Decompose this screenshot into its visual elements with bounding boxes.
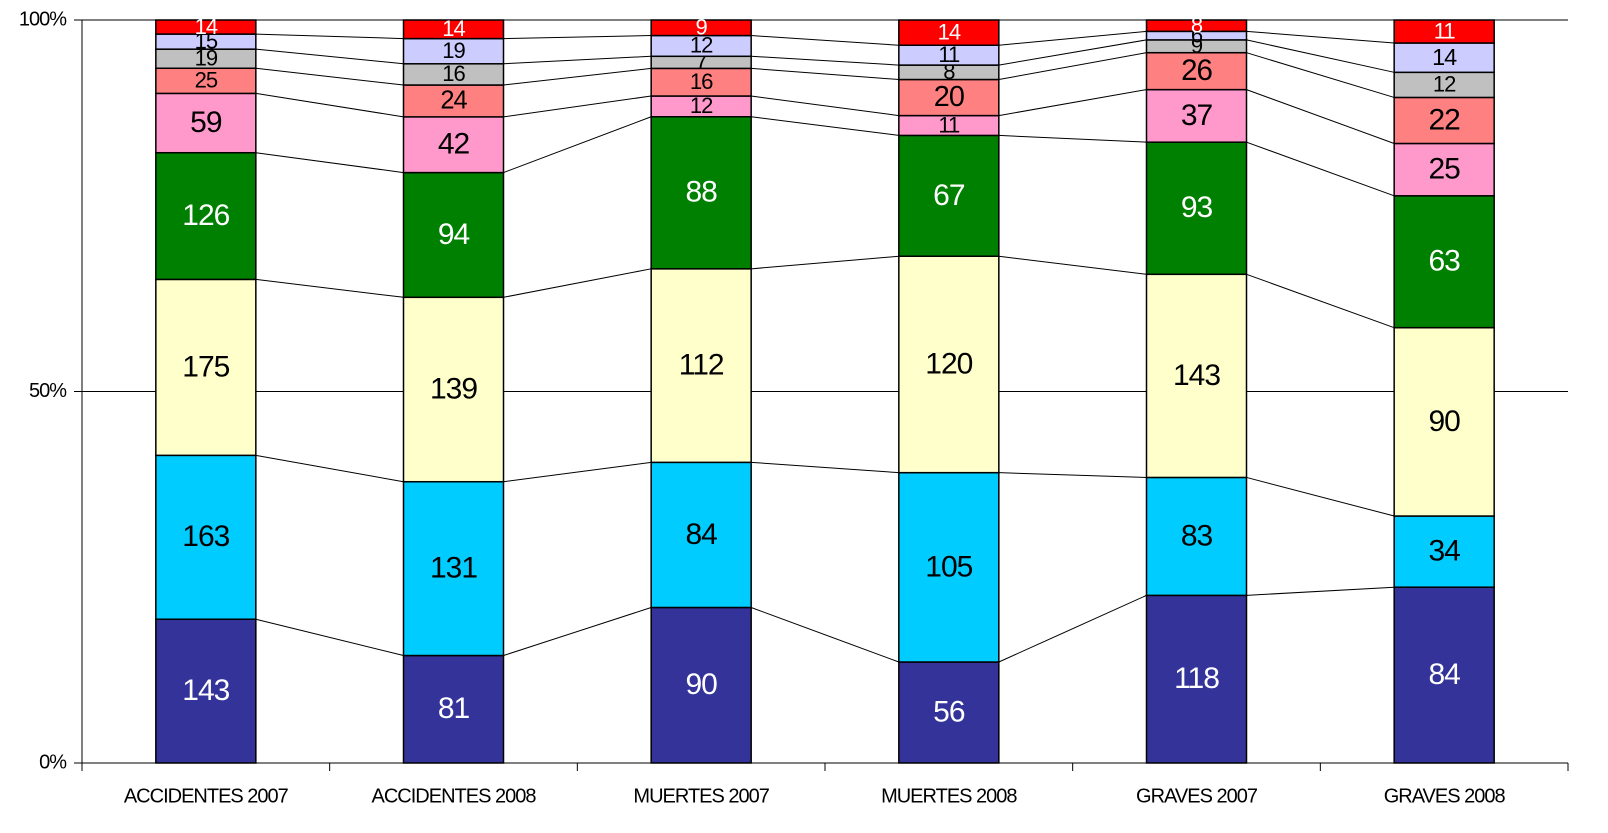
series-line — [1247, 477, 1395, 516]
series-line — [999, 135, 1147, 142]
data-label: 34 — [1428, 535, 1460, 568]
data-label: 88 — [685, 176, 717, 209]
series-line — [504, 36, 652, 39]
data-label: 24 — [440, 87, 467, 115]
data-label: 25 — [1428, 153, 1460, 186]
series-line — [504, 96, 652, 117]
x-tick-label: MUERTES 2008 — [881, 785, 1017, 807]
data-label: 163 — [182, 520, 229, 553]
data-label: 20 — [934, 81, 964, 113]
data-label: 12 — [690, 93, 713, 118]
data-label: 118 — [1174, 662, 1219, 695]
data-label: 84 — [1428, 658, 1460, 691]
data-label: 14 — [1432, 44, 1457, 70]
series-line — [256, 279, 404, 297]
series-line — [751, 117, 899, 136]
x-tick-label: ACCIDENTES 2007 — [124, 785, 289, 807]
data-label: 14 — [442, 16, 465, 41]
series-line — [999, 595, 1147, 662]
x-tick-label: GRAVES 2008 — [1384, 785, 1506, 807]
y-tick-label: 50% — [29, 380, 67, 402]
data-label: 9 — [696, 15, 708, 40]
series-line — [751, 462, 899, 472]
data-label: 81 — [438, 692, 470, 725]
y-tick-label: 0% — [39, 751, 67, 773]
series-line — [1247, 31, 1395, 43]
series-line — [256, 619, 404, 655]
series-line — [751, 68, 899, 79]
series-line — [256, 68, 404, 85]
series-line — [999, 53, 1147, 80]
series-line — [256, 93, 404, 116]
series-line — [1247, 142, 1395, 196]
data-label: 14 — [938, 19, 961, 44]
data-label: 26 — [1181, 54, 1212, 87]
series-line — [751, 256, 899, 269]
data-label: 93 — [1181, 191, 1213, 224]
series-line — [1247, 90, 1395, 144]
series-line — [1247, 274, 1395, 327]
data-label: 14 — [195, 14, 218, 39]
chart: 0% 50% 100% ACCIDENTES 2007 143 163 175 126 59 25… — [0, 0, 1608, 833]
data-label: 90 — [685, 668, 717, 701]
data-label: 112 — [679, 349, 724, 382]
data-label: 8 — [1191, 12, 1203, 37]
series-line — [999, 473, 1147, 478]
series-line — [999, 256, 1147, 274]
data-label: 105 — [925, 550, 972, 583]
data-label: 11 — [1434, 18, 1456, 43]
series-line — [999, 40, 1147, 65]
series-line — [504, 607, 652, 655]
x-tick-label: MUERTES 2007 — [633, 785, 769, 807]
data-label: 25 — [195, 68, 218, 93]
data-label: 12 — [1433, 72, 1456, 97]
series-line — [504, 68, 652, 85]
x-tick-label: GRAVES 2007 — [1136, 785, 1258, 807]
series-line — [751, 607, 899, 662]
series-line — [256, 49, 404, 64]
series-line — [1247, 40, 1395, 72]
data-label: 84 — [685, 518, 717, 551]
x-tick-label: ACCIDENTES 2008 — [372, 785, 537, 807]
data-label: 59 — [190, 106, 222, 139]
data-label: 139 — [430, 372, 477, 405]
series-line — [256, 455, 404, 481]
data-label: 56 — [933, 695, 965, 728]
series-line — [751, 56, 899, 65]
data-label: 19 — [442, 38, 465, 63]
series-line — [504, 117, 652, 173]
series-line — [504, 56, 652, 63]
data-label: 143 — [1173, 359, 1220, 392]
data-label: 37 — [1181, 99, 1213, 132]
data-label: 143 — [182, 674, 229, 707]
series-line — [256, 153, 404, 173]
series-line — [504, 269, 652, 297]
data-label: 175 — [182, 350, 229, 383]
series-line — [751, 96, 899, 116]
data-label: 131 — [430, 552, 477, 585]
series-line — [1247, 53, 1395, 98]
series-line — [1247, 587, 1395, 595]
series-line — [256, 34, 404, 38]
series-line — [751, 36, 899, 46]
data-label: 126 — [182, 199, 229, 232]
series-line — [504, 462, 652, 481]
data-label: 94 — [438, 218, 470, 251]
data-label: 67 — [933, 179, 965, 212]
data-label: 16 — [442, 61, 465, 86]
data-label: 42 — [438, 128, 470, 161]
data-label: 22 — [1428, 103, 1460, 136]
data-label: 83 — [1181, 519, 1213, 552]
data-label: 120 — [925, 347, 972, 380]
data-label: 90 — [1428, 405, 1460, 438]
data-label: 63 — [1428, 245, 1460, 278]
y-tick-label: 100% — [19, 8, 67, 30]
series-line — [999, 90, 1147, 116]
